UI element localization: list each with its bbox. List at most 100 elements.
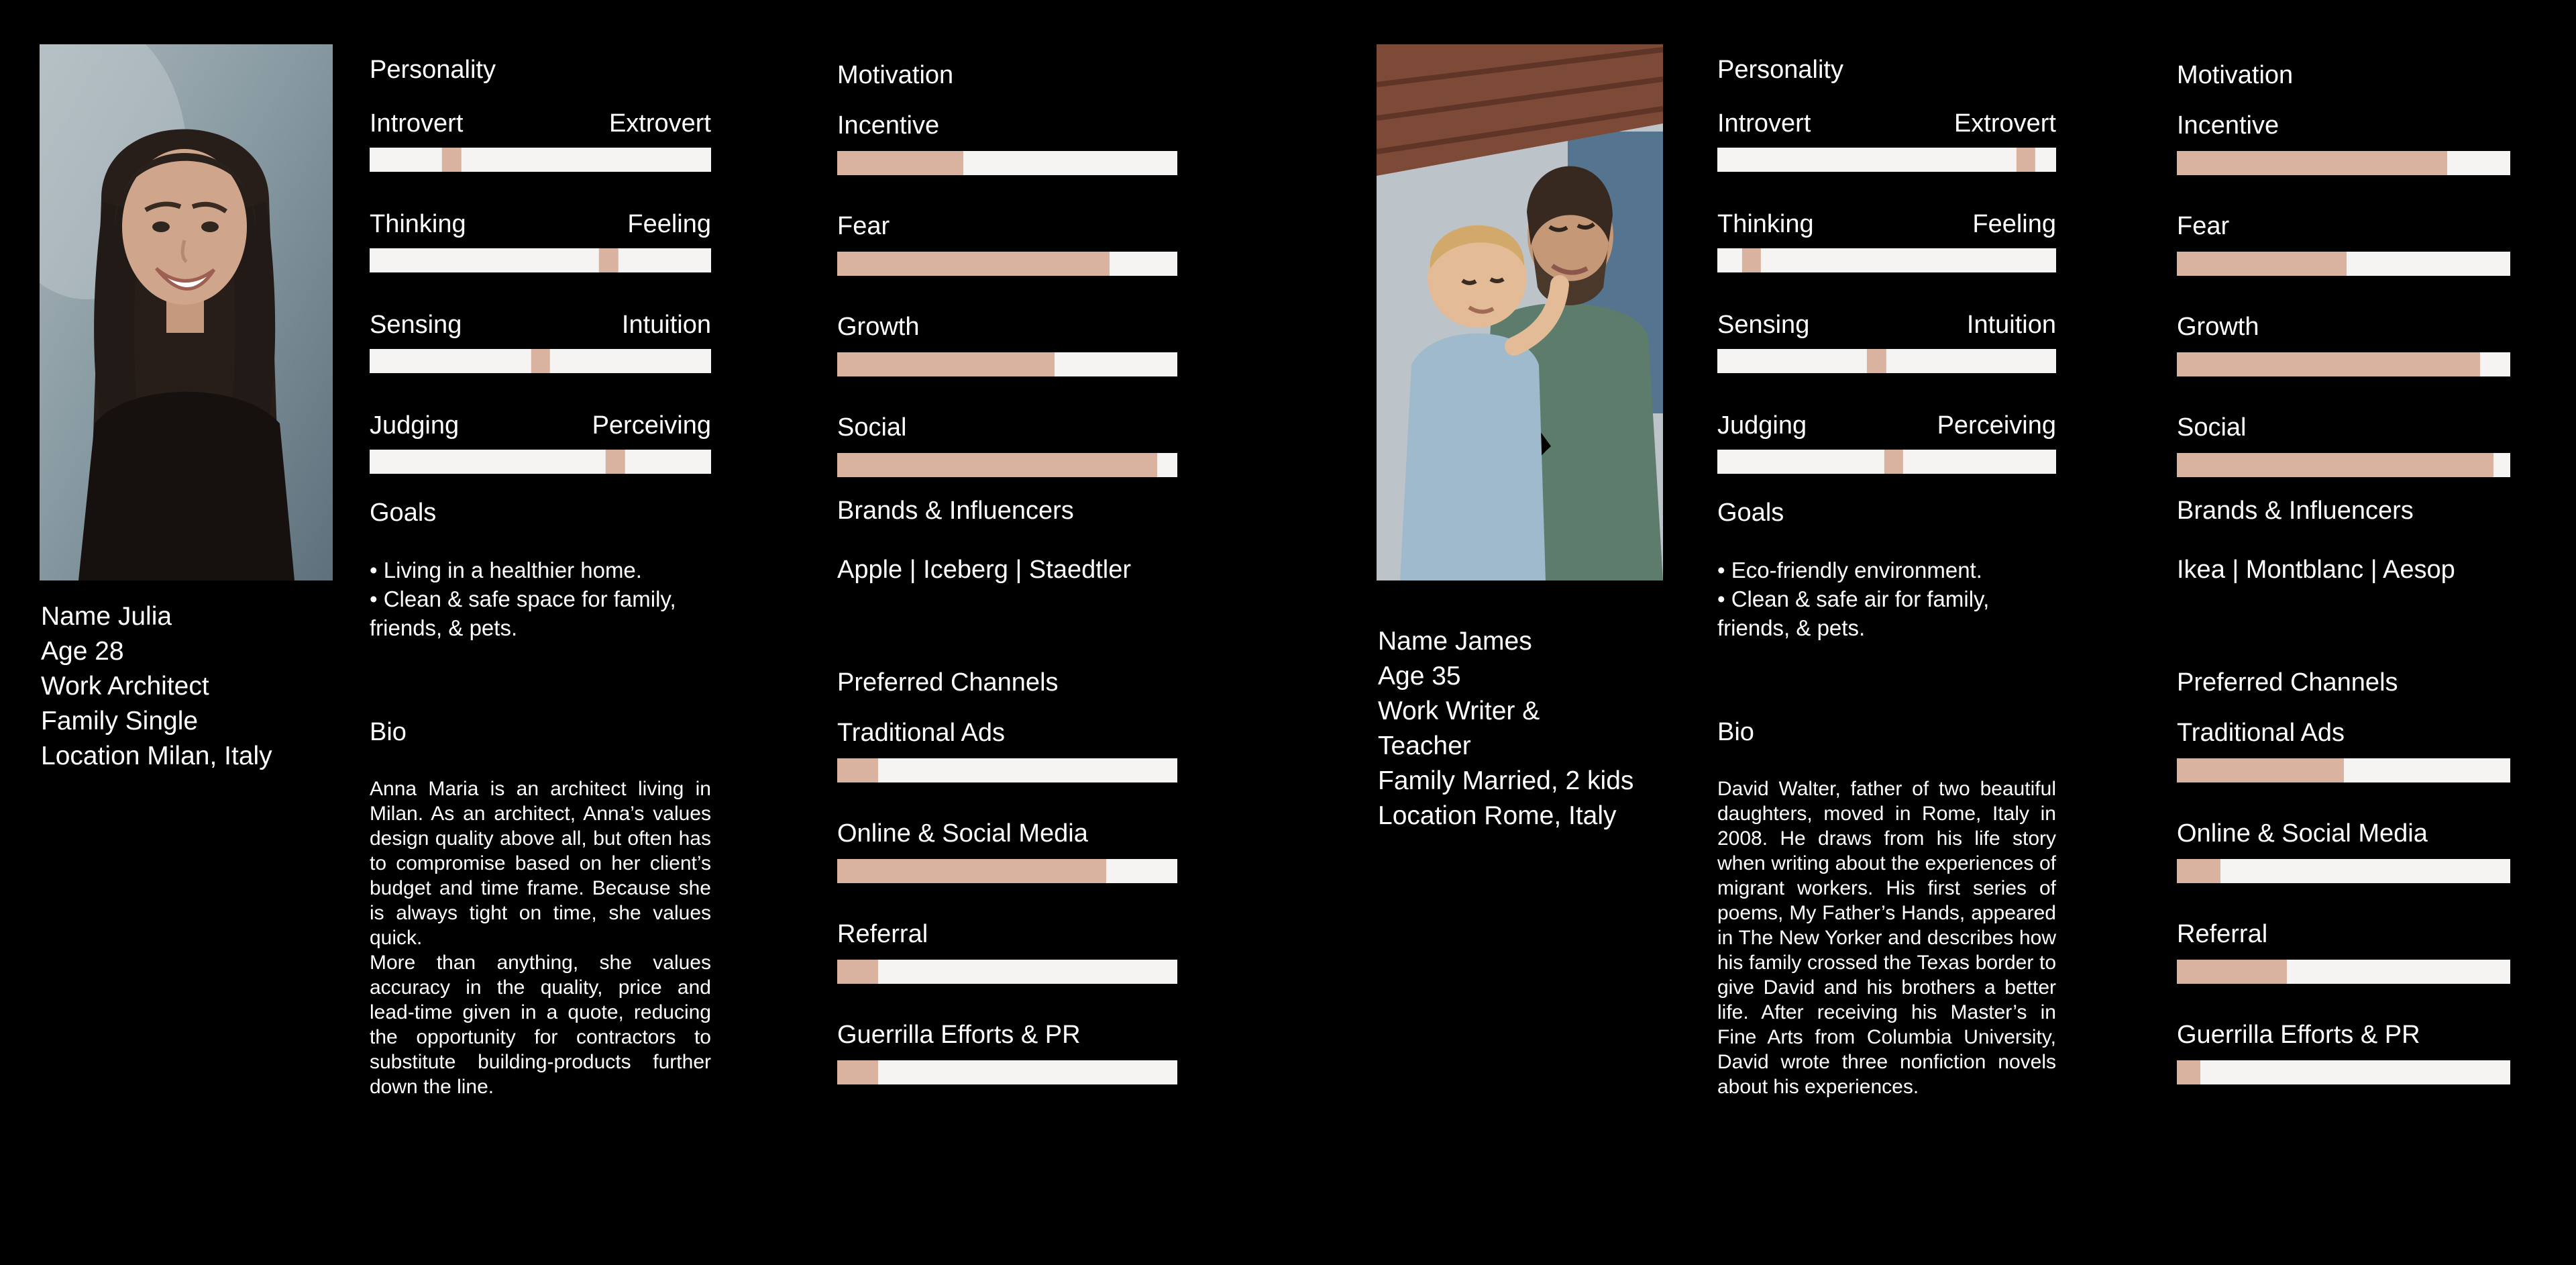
bar-track: [837, 453, 1177, 477]
bio-text: Anna Maria is an architect living in Mil…: [370, 776, 711, 1099]
slider-label-left: Introvert: [1717, 109, 1811, 138]
bio-paragraph: Anna Maria is an architect living in Mil…: [370, 778, 711, 949]
slider-track: [370, 148, 711, 172]
slider-marker: [1884, 450, 1903, 474]
bar-label: Online & Social Media: [837, 819, 1088, 848]
bio-title: Bio: [370, 718, 407, 746]
bar-track: [2177, 352, 2510, 376]
bar-track: [2177, 1060, 2510, 1084]
slider-track: [370, 450, 711, 474]
bar-fill: [837, 859, 1106, 883]
father-child-illustration: [1377, 44, 1663, 580]
bar-fill: [2177, 960, 2287, 984]
bar-track: [837, 252, 1177, 276]
personality-slider: Judging Perceiving: [370, 409, 711, 474]
persona-info-line: Work Architect: [41, 672, 209, 701]
bar-label: Growth: [2177, 313, 2259, 341]
persona-info-line: Age 35: [1378, 662, 1461, 691]
motivation-bar: Social: [837, 411, 1177, 477]
slider-marker: [606, 450, 625, 474]
goals-title: Goals: [370, 499, 437, 527]
slider-label-right: Perceiving: [1937, 411, 2056, 440]
bar-fill: [2177, 758, 2344, 782]
bar-label: Online & Social Media: [2177, 819, 2428, 848]
persona-info-line: Location Rome, Italy: [1378, 801, 1617, 830]
bio-title: Bio: [1717, 718, 1754, 746]
persona-info-line: Work Writer &: [1378, 697, 1540, 725]
slider-label-left: Sensing: [370, 311, 462, 339]
slider-label-left: Judging: [1717, 411, 1807, 440]
brands-list: Ikea | Montblanc | Aesop: [2177, 556, 2455, 584]
bar-label: Guerrilla Efforts & PR: [2177, 1021, 2420, 1049]
slider-label-right: Intuition: [621, 311, 711, 339]
bar-track: [837, 859, 1177, 883]
bar-fill: [837, 151, 963, 175]
bar-track: [837, 960, 1177, 984]
bar-label: Social: [2177, 413, 2247, 442]
goals-list: • Eco-friendly environment. • Clean & sa…: [1717, 556, 2056, 642]
persona-info-line: Location Milan, Italy: [41, 742, 272, 770]
bar-fill: [837, 758, 878, 782]
bar-label: Growth: [837, 313, 920, 341]
slider-track: [370, 248, 711, 272]
persona-channels-column-julia: Motivation Incentive Fear Growth Social: [837, 59, 1177, 1084]
bar-track: [837, 1060, 1177, 1084]
slider-marker: [599, 248, 619, 272]
persona-photo-julia: [40, 44, 333, 580]
persona-channels-column-james: Motivation Incentive Fear Growth Social: [2177, 59, 2510, 1084]
slider-label-left: Sensing: [1717, 311, 1810, 339]
goal-item: • Eco-friendly environment.: [1717, 558, 1982, 583]
goal-item: • Living in a healthier home.: [370, 558, 642, 583]
bar-fill: [837, 1060, 878, 1084]
brands-title: Brands & Influencers: [2177, 497, 2414, 525]
bar-fill: [837, 453, 1157, 477]
slider-marker: [1741, 248, 1761, 272]
bar-label: Traditional Ads: [837, 719, 1005, 747]
personality-slider: Judging Perceiving: [1717, 409, 2056, 474]
bio-paragraph: David Walter, father of two beautiful da…: [1717, 778, 2056, 1098]
bio-paragraph: More than anything, she values accuracy …: [370, 952, 711, 1098]
bar-fill: [2177, 151, 2447, 175]
slider-track: [370, 349, 711, 373]
personality-title: Personality: [1717, 56, 1843, 84]
bar-track: [2177, 859, 2510, 883]
bar-fill: [2177, 252, 2347, 276]
persona-info-julia: Name Julia Age 28 Work Architect Family …: [41, 599, 363, 774]
channel-bar: Online & Social Media: [837, 817, 1177, 883]
motivation-bar: Fear: [837, 210, 1177, 276]
brands-title: Brands & Influencers: [837, 497, 1074, 525]
slider-marker: [2016, 148, 2035, 172]
bar-fill: [837, 352, 1055, 376]
bar-label: Guerrilla Efforts & PR: [837, 1021, 1081, 1049]
bar-track: [2177, 453, 2510, 477]
goal-item: • Clean & safe air for family, friends, …: [1717, 587, 1990, 640]
bar-track: [2177, 758, 2510, 782]
slider-track: [1717, 349, 2056, 373]
slider-label-right: Feeling: [627, 210, 711, 238]
persona-info-line: Teacher: [1378, 731, 1471, 760]
bar-fill: [2177, 859, 2220, 883]
bar-label: Referral: [837, 920, 928, 948]
bar-label: Referral: [2177, 920, 2268, 948]
bar-label: Incentive: [2177, 111, 2279, 140]
bar-track: [837, 758, 1177, 782]
slider-marker: [441, 148, 462, 172]
channel-bar: Traditional Ads: [837, 717, 1177, 782]
personality-slider: Sensing Intuition: [1717, 309, 2056, 373]
personality-slider: Thinking Feeling: [370, 208, 711, 272]
bar-fill: [837, 252, 1110, 276]
bar-track: [837, 151, 1177, 175]
slider-label-right: Intuition: [1966, 311, 2056, 339]
persona-info-line: Name James: [1378, 627, 1532, 656]
slider-label-left: Thinking: [1717, 210, 1814, 238]
portrait-woman-illustration: [40, 44, 333, 580]
brands-list: Apple | Iceberg | Staedtler: [837, 556, 1132, 584]
channel-bar: Referral: [837, 918, 1177, 984]
persona-info-line: Age 28: [41, 637, 124, 666]
slider-track: [1717, 450, 2056, 474]
bar-label: Fear: [2177, 212, 2230, 240]
motivation-bar: Fear: [2177, 210, 2510, 276]
slider-marker: [1867, 349, 1886, 373]
persona-photo-james: [1377, 44, 1663, 580]
